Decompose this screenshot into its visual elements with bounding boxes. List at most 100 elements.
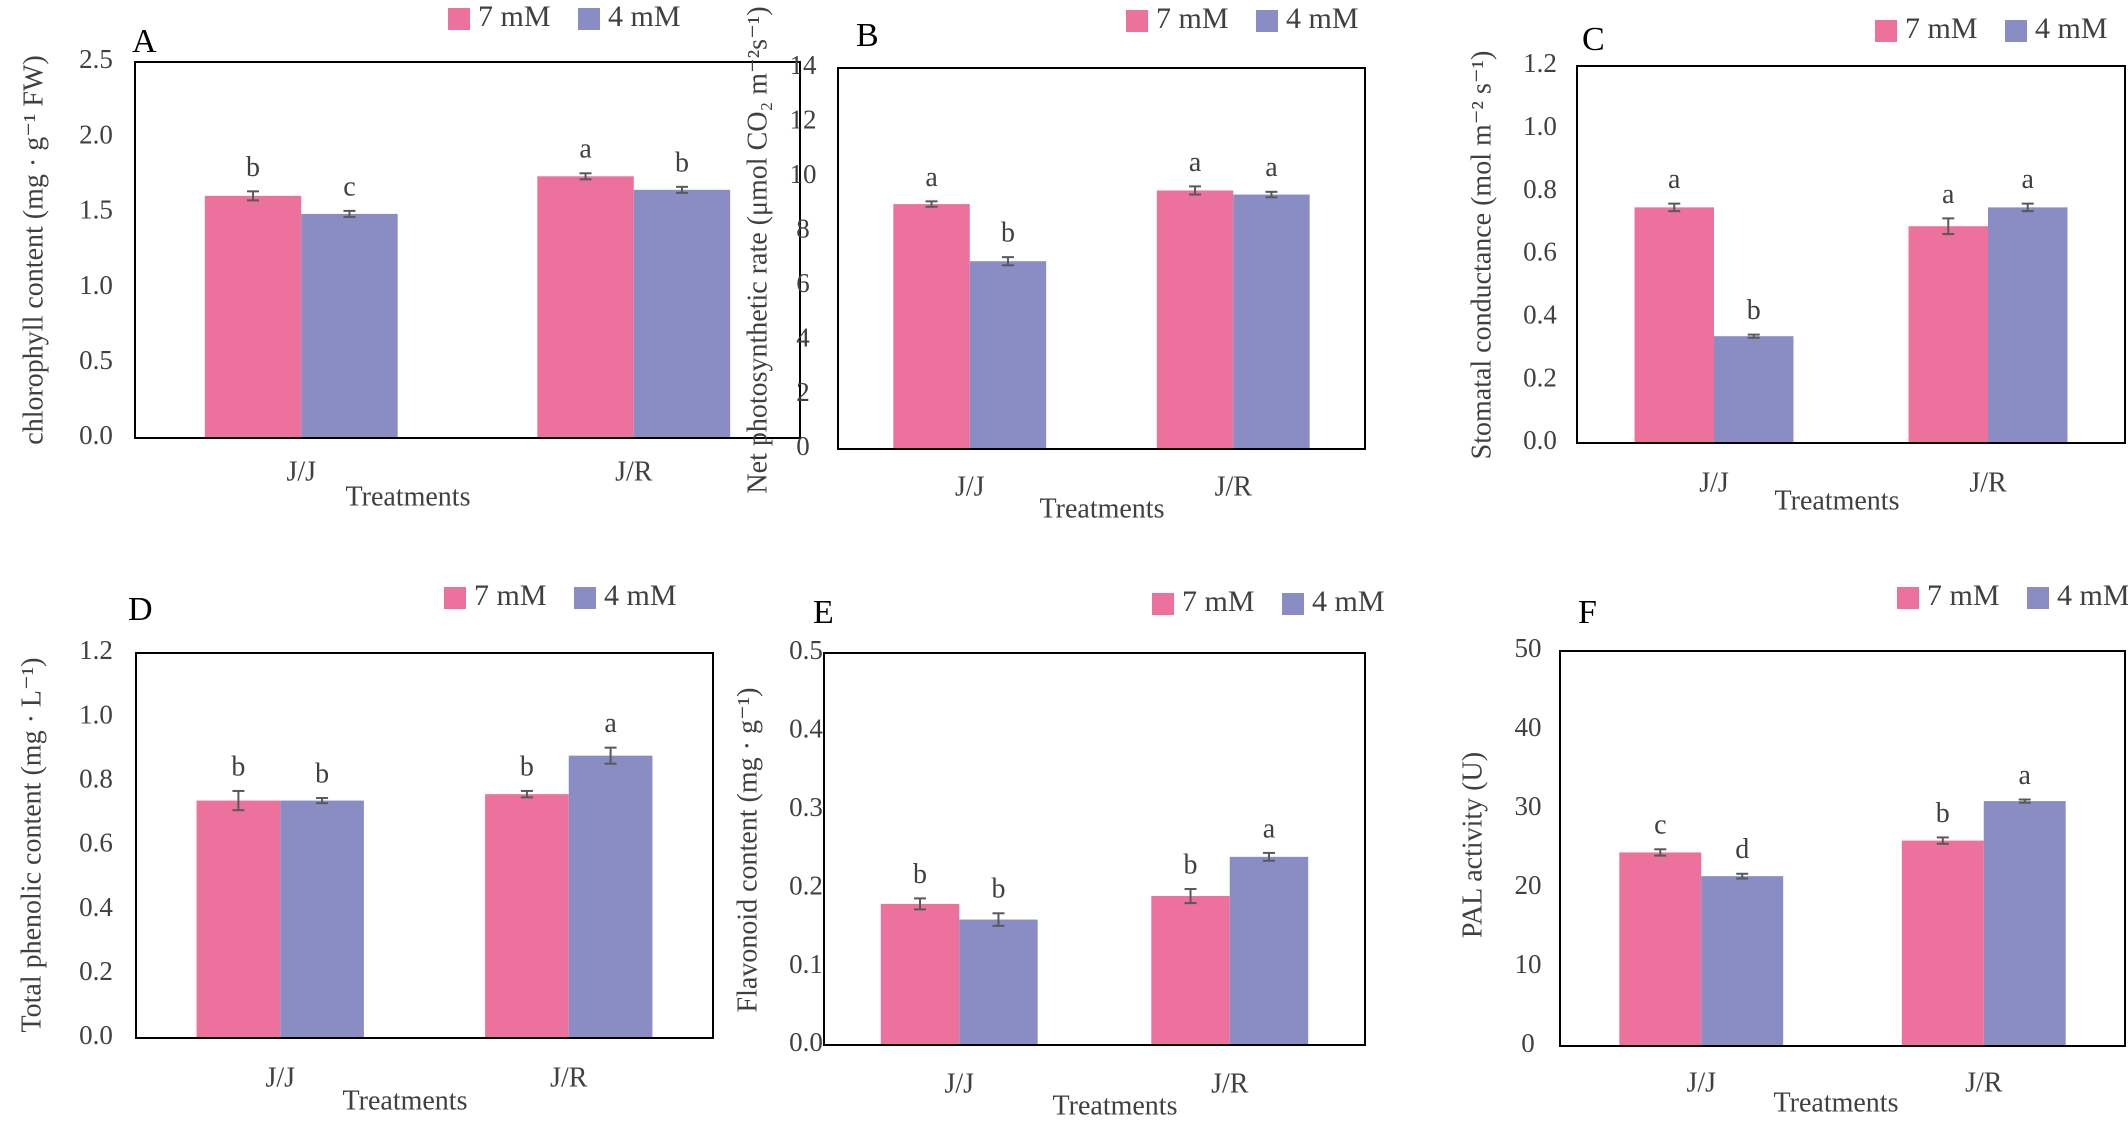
x-axis-title: Treatments (343, 1085, 468, 1116)
legend-label-2: 4 mM (608, 0, 681, 33)
y-tick-label: 2.0 (79, 119, 113, 149)
bar-4mm-jj (969, 261, 1047, 449)
error-bar (2018, 798, 2031, 804)
x-category-label: J/J (944, 1068, 974, 1099)
y-tick-label: 0 (796, 431, 810, 461)
error-bar (604, 746, 617, 765)
legend-label-1: 7 mM (1156, 2, 1229, 35)
y-tick-label: 4 (796, 322, 810, 352)
legend-label-1: 7 mM (474, 579, 547, 612)
y-tick-label: 1.2 (1523, 48, 1557, 78)
y-tick-label: 0.3 (789, 792, 823, 822)
significance-label: a (604, 708, 617, 739)
legend-label-2: 4 mM (2057, 579, 2128, 612)
significance-label: a (1263, 813, 1276, 844)
bar-7mm-jj (204, 195, 302, 438)
panel-f: F 7 mM 4 mM 0 10 20 30 40 50 c d J/J b a J/R Treatments… (1457, 579, 2128, 1119)
significance-label: b (520, 751, 534, 782)
bar-4mm-jj (280, 800, 364, 1038)
bar-4mm-jj (301, 213, 398, 438)
bar-7mm-jr (1151, 896, 1230, 1045)
panel-letter: A (132, 23, 157, 60)
error-bar (1942, 217, 1955, 236)
bar-7mm-jj (1634, 207, 1714, 443)
y-tick-label: 1.5 (79, 195, 113, 225)
panel-a: A 7 mM 4 mM 0.0 0.5 1.0 1.5 2.0 2.5 b c J/J a b J/R Tre… (18, 0, 801, 512)
y-tick-label: 0.4 (1523, 300, 1557, 330)
error-bar (1184, 887, 1197, 905)
legend: 7 mM 4 mM (444, 579, 677, 612)
bar-4mm-jj (959, 919, 1038, 1045)
legend: 7 mM 4 mM (1126, 2, 1359, 35)
x-category-label: J/J (1699, 467, 1729, 498)
legend-swatch-1 (444, 587, 466, 609)
significance-label: a (2018, 760, 2031, 791)
panel-letter: F (1578, 594, 1597, 631)
y-tick-label: 50 (1515, 633, 1542, 663)
significance-label: a (1942, 179, 1955, 210)
bar-4mm-jr (1233, 194, 1310, 449)
y-tick-label: 0.2 (789, 870, 823, 900)
plot-frame (837, 67, 1366, 450)
x-axis-title: Treatments (346, 481, 471, 512)
y-tick-label: 0.0 (79, 1020, 113, 1050)
significance-label: d (1735, 834, 1749, 865)
error-bar (992, 912, 1005, 927)
y-tick-label: 14 (790, 50, 818, 80)
y-axis-title: Total phenolic content (mg · L⁻¹) (16, 658, 47, 1033)
x-category-label: J/J (1686, 1067, 1716, 1098)
x-category-label: J/R (1215, 471, 1253, 502)
y-tick-label: 0.4 (789, 714, 823, 744)
y-axis-title: Net photosynthetic rate (μmol CO₂ m⁻²s⁻¹… (742, 6, 773, 493)
error-bar (579, 172, 592, 181)
significance-label: a (1668, 164, 1681, 195)
y-tick-label: 0.0 (79, 420, 113, 450)
legend-swatch-1 (448, 8, 470, 30)
error-bar (925, 200, 938, 208)
significance-label: c (1654, 810, 1666, 841)
legend-label-1: 7 mM (1905, 12, 1978, 45)
panel-e: E 7 mM 4 mM 0.0 0.1 0.2 0.3 0.4 0.5 b b J/J b a J/R Tre… (732, 585, 1384, 1122)
legend-swatch-2 (1282, 593, 1304, 615)
y-tick-label: 0.4 (79, 892, 113, 922)
x-category-label: J/J (286, 456, 316, 487)
legend-swatch-1 (1126, 10, 1148, 32)
error-bar (247, 190, 260, 202)
legend: 7 mM 4 mM (1875, 12, 2108, 45)
error-bar (316, 797, 329, 805)
legend: 7 mM 4 mM (1152, 585, 1385, 618)
y-tick-label: 0.6 (79, 828, 113, 858)
bar-7mm-jj (196, 800, 281, 1038)
plot-frame (1559, 650, 2126, 1047)
y-tick-label: 10 (790, 159, 817, 189)
bar-4mm-jr (1983, 801, 2066, 1046)
y-axis-title: Stomatal conductance (mol m⁻² s⁻¹) (1466, 51, 1497, 460)
bar-4mm-jr (1229, 856, 1309, 1045)
error-bar (1936, 836, 1949, 845)
legend-label-2: 4 mM (1286, 2, 1359, 35)
significance-label: a (925, 162, 938, 193)
legend: 7 mM 4 mM (1897, 579, 2128, 612)
y-tick-label: 0.5 (789, 635, 823, 665)
legend-label-2: 4 mM (2035, 12, 2108, 45)
legend-swatch-2 (574, 587, 596, 609)
error-bar (343, 209, 356, 218)
error-bar (675, 185, 688, 194)
y-tick-label: 40 (1515, 712, 1542, 742)
error-bar (1001, 256, 1014, 267)
x-axis-title: Treatments (1774, 1087, 1899, 1118)
y-tick-label: 1.0 (79, 270, 113, 300)
error-bar (914, 897, 927, 911)
y-tick-label: 0.8 (79, 764, 113, 794)
significance-label: b (1747, 295, 1761, 326)
y-tick-label: 2.5 (79, 44, 113, 74)
x-axis-title: Treatments (1775, 485, 1900, 516)
significance-label: b (1001, 218, 1015, 249)
bar-4mm-jj (1701, 876, 1784, 1046)
y-axis-title: PAL activity (U) (1457, 752, 1488, 938)
plot-frame (135, 652, 714, 1039)
x-category-label: J/R (1211, 1068, 1249, 1099)
legend-swatch-2 (2027, 587, 2049, 609)
error-bar (1265, 190, 1278, 199)
significance-label: c (343, 171, 355, 202)
